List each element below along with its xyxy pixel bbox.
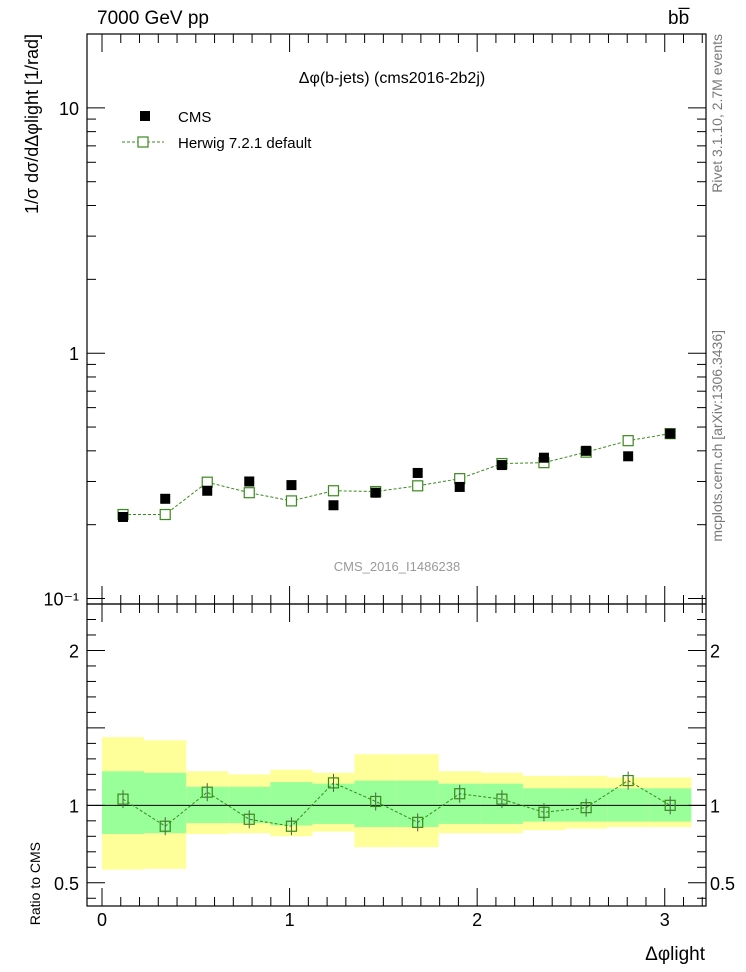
herwig-line [123,434,670,515]
main-plot-title: Δφ(b-jets) (cms2016-2b2j) [299,70,485,87]
x-tick-label: 2 [472,910,482,930]
main-y-axis-title: 1/σ dσ/dΔφlight [1/rad] [22,34,42,214]
herwig-series [118,429,675,520]
main-y-tick-label: 1 [69,344,79,364]
herwig-point [202,477,212,487]
x-tick-label: 3 [660,910,670,930]
x-tick-label: 0 [97,910,107,930]
ratio-uncertainty-bands [102,737,691,869]
cms-point [202,486,212,496]
mcplots-label: mcplots.cern.ch [arXiv:1306.3436] [709,330,725,542]
herwig-point [160,510,170,520]
cms-point [497,460,507,470]
cms-point [160,494,170,504]
ratio-y-tick-label-right: 2 [710,641,720,661]
ratio-y-tick-label-right: 1 [710,796,720,816]
x-tick-label: 1 [285,910,295,930]
legend-herwig-label: Herwig 7.2.1 default [178,135,312,152]
cms-point [118,512,128,522]
main-y-tick-label: 10 [59,99,79,119]
cms-point [581,446,591,456]
cms-point [665,429,675,439]
cms-series [118,429,675,522]
cms-point [286,480,296,490]
ratio-y-tick-label: 0.5 [54,874,79,894]
herwig-point [244,488,254,498]
cms-point [328,500,338,510]
ratio-y-tick-label: 2 [69,641,79,661]
legend-herwig-marker [138,137,148,147]
cms-point [371,488,381,498]
cms-point [413,468,423,478]
main-y-tick-label: 10⁻¹ [43,590,79,610]
process-label: bb̅ [668,8,690,29]
x-axis-title: Δφlight [645,944,706,965]
cms-point [244,476,254,486]
cms-point [539,453,549,463]
rivet-label: Rivet 3.1.10, 2.7M events [709,34,725,193]
plot-canvas: 7000 GeV pp bb̅ Rivet 3.1.10, 2.7M event… [0,0,746,972]
ratio-y-axis-title: Ratio to CMS [27,842,43,925]
ratio-y-tick-label: 1 [69,796,79,816]
cms-point [455,482,465,492]
legend-cms-label: CMS [178,109,211,126]
herwig-point [286,496,296,506]
analysis-watermark: CMS_2016_I1486238 [334,559,461,574]
herwig-point [328,486,338,496]
legend: CMS Herwig 7.2.1 default [122,109,312,152]
herwig-point [413,481,423,491]
ratio-y-tick-label-right: 0.5 [710,874,735,894]
cms-point [623,451,633,461]
legend-cms-marker [140,111,150,121]
beam-label: 7000 GeV pp [97,8,209,29]
herwig-point [623,436,633,446]
